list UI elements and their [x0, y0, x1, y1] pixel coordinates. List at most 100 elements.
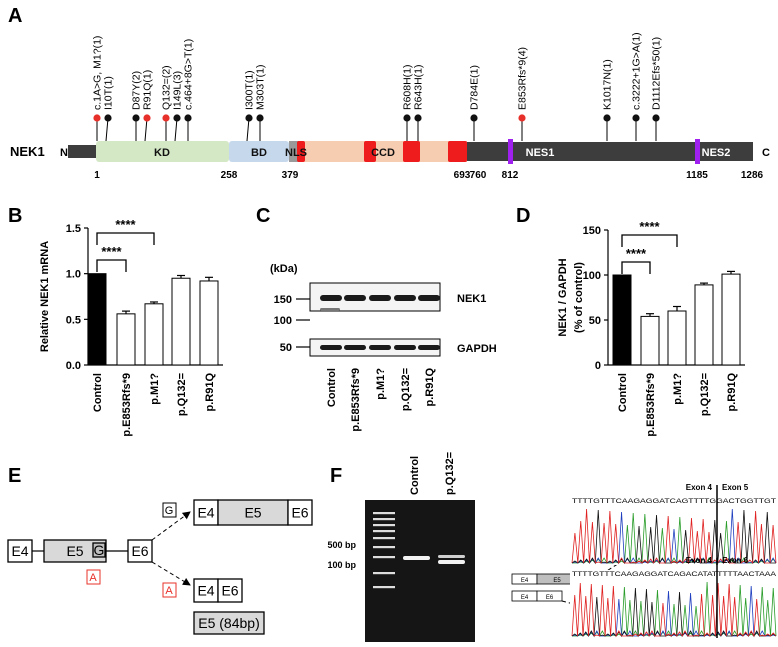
arrow	[151, 511, 191, 541]
c-term: C	[762, 147, 770, 159]
marker-label: 100	[274, 315, 292, 327]
x-tick-label: Control	[92, 373, 104, 412]
band-label: NEK1	[457, 293, 486, 305]
bar	[171, 277, 191, 366]
variant-label: D784E(1)	[469, 65, 481, 110]
bar	[116, 313, 136, 366]
domain-label: CCD	[371, 147, 395, 159]
y-tick-label: 1.0	[66, 269, 81, 281]
exon-label: E5	[66, 543, 83, 559]
variant-stem	[174, 117, 178, 142]
variant-label: D1112Efs*50(1)	[651, 37, 663, 110]
exon-label: Exon 4	[686, 556, 713, 565]
ladder-band	[373, 518, 395, 521]
exon-label: E5	[244, 505, 261, 521]
gel	[365, 500, 475, 642]
unit-label: (kDa)	[270, 263, 298, 275]
ladder-label: 500 bp	[327, 540, 356, 550]
exon	[43, 539, 107, 563]
mini-exon	[536, 590, 563, 602]
ladder-band	[373, 524, 395, 527]
ladder-band	[373, 572, 395, 575]
ladder-band	[373, 537, 395, 540]
ladder-band	[373, 586, 395, 589]
mut-base: A	[165, 585, 173, 597]
variant-dot	[173, 114, 181, 122]
excluded-exon-label: E5 (84bp)	[198, 615, 259, 631]
coil-segment	[364, 141, 376, 162]
variant-label: D87Y(2)	[131, 71, 143, 110]
lane-label: p.E853Rfs*9	[350, 368, 362, 432]
variant-label: I149L(3)	[172, 71, 184, 110]
variant-dot	[632, 114, 640, 122]
nes-mark	[508, 139, 513, 164]
coil-segment	[297, 141, 305, 162]
domain-bd	[229, 141, 289, 162]
residue-number: 379	[282, 170, 299, 181]
band	[344, 345, 366, 350]
significance-bracket	[96, 259, 127, 272]
bar	[721, 273, 741, 366]
variant-label: R608H(1)	[402, 64, 414, 110]
exon-label: E4	[11, 543, 28, 559]
ladder-band	[373, 512, 395, 515]
exon	[217, 499, 289, 526]
band	[344, 295, 366, 301]
y-axis-label: NEK1 / GAPDH	[557, 258, 569, 336]
variant-label: Q132=(2)	[161, 65, 173, 110]
x-tick-label: p.Q132=	[176, 373, 188, 416]
y-tick-label: 150	[583, 225, 601, 237]
variant-label: R643H(1)	[413, 64, 425, 110]
domain-label: BD	[251, 147, 267, 159]
bar	[87, 273, 107, 366]
residue-number: 258	[221, 170, 238, 181]
bar	[144, 303, 164, 366]
significance-label: ****	[115, 217, 136, 232]
variant-stem	[105, 117, 109, 142]
x-tick-label: p.M1?	[149, 373, 161, 405]
variant-dot	[93, 114, 101, 122]
y-axis-label: Relative NEK1 mRNA	[39, 241, 51, 352]
y-tick-label: 100	[583, 270, 601, 282]
variant-dot	[603, 114, 611, 122]
panel-letter: A	[8, 5, 22, 27]
variant-label: c.1A>G, M1?(1)	[92, 36, 104, 110]
domain-nes	[467, 142, 753, 161]
marker-label: 150	[274, 294, 292, 306]
domain-label: NES1	[526, 147, 555, 159]
y-tick-label: 0	[595, 360, 601, 372]
trace	[571, 582, 777, 638]
nes-mark	[695, 139, 700, 164]
x-tick-label: p.R91Q	[726, 373, 738, 412]
gel-band	[438, 555, 465, 558]
variant-label: R91Q(1)	[142, 70, 154, 110]
x-tick-label: p.E853Rfs*9	[121, 373, 133, 437]
variant-dot	[652, 114, 660, 122]
mut-base: A	[89, 572, 97, 584]
significance-label: ****	[639, 219, 660, 234]
ladder-band	[373, 556, 395, 559]
exon-label: E4	[197, 583, 214, 599]
exon-label: Exon 4	[686, 483, 713, 492]
mini-exon-label: E5	[553, 578, 561, 584]
residue-number: 1286	[741, 170, 764, 181]
trace	[571, 508, 777, 565]
marker-label: 50	[280, 342, 292, 354]
significance-label: ****	[101, 244, 122, 259]
mut-box	[162, 582, 177, 598]
domain-ccd	[299, 141, 467, 162]
panel-letter: B	[8, 205, 22, 227]
domain-kd	[96, 141, 229, 162]
variant-dot	[143, 114, 151, 122]
base-label: G	[94, 542, 105, 558]
band-label: GAPDH	[457, 343, 497, 355]
mini-exon-label: E4	[521, 595, 529, 601]
domain-nls	[289, 141, 299, 162]
exon	[217, 578, 243, 603]
ladder-band	[373, 530, 395, 533]
n-term: N	[60, 147, 68, 159]
base	[92, 542, 106, 558]
x-tick-label: p.E853Rfs*9	[645, 373, 657, 437]
variant-dot	[414, 114, 422, 122]
exon-label: E6	[221, 583, 238, 599]
